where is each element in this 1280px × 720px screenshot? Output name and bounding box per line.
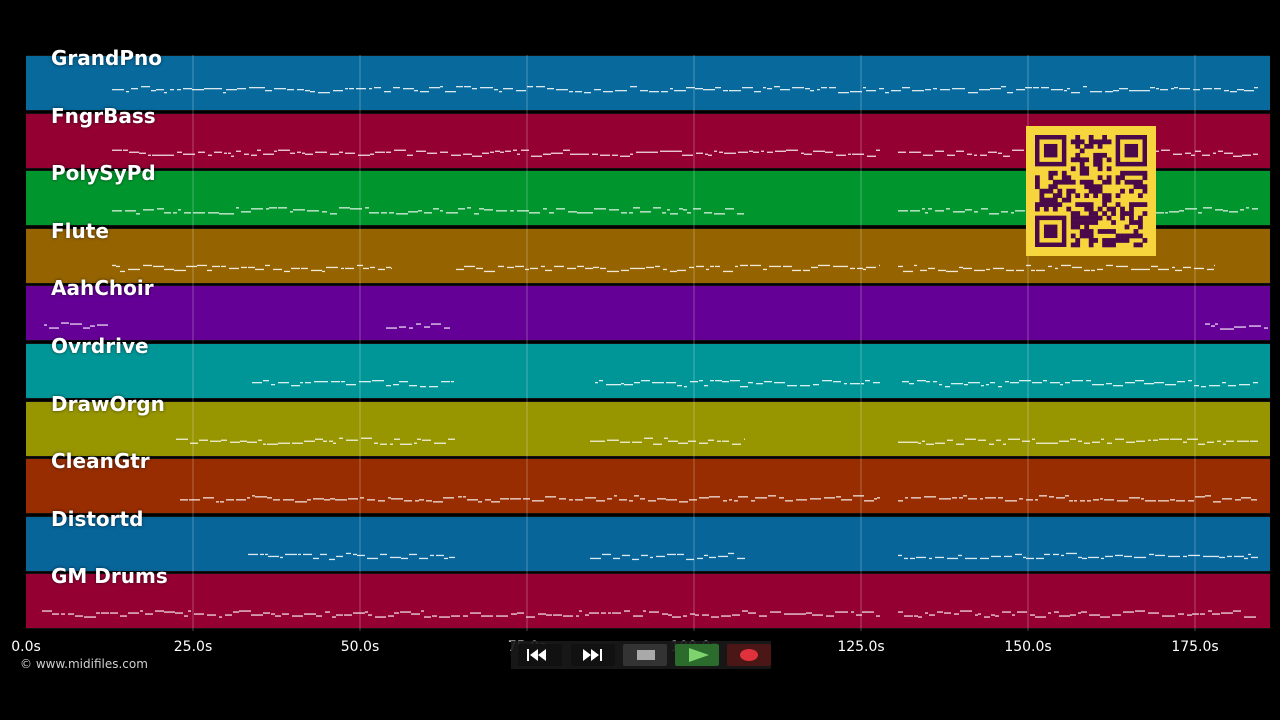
- time-tick-label: 50.0s: [340, 639, 380, 655]
- track-lane: AahChoir: [26, 276, 1270, 342]
- track-name: FngrBass: [51, 103, 156, 128]
- stop-button[interactable]: [623, 644, 667, 666]
- stop-icon: [637, 650, 655, 660]
- track-name: Flute: [51, 218, 109, 243]
- time-tick-label: 175.0s: [1171, 639, 1219, 655]
- copyright-text: © www.midifiles.com: [20, 657, 148, 671]
- fast-forward-icon: [583, 649, 602, 661]
- track-name: CleanGtr: [51, 449, 150, 474]
- track-lanes: GrandPno FngrBass PolySyPd Flute AahChoir Ovr…: [26, 46, 1270, 631]
- track-name: GrandPno: [51, 46, 162, 70]
- track-name: AahChoir: [51, 276, 154, 301]
- qr-code-pattern: [1035, 135, 1148, 248]
- record-button[interactable]: [727, 644, 771, 666]
- play-button[interactable]: [675, 644, 719, 666]
- rewind-button[interactable]: [518, 644, 562, 666]
- track-lane: Distortd: [26, 507, 1270, 572]
- track-lane: GM Drums: [26, 564, 1270, 630]
- time-tick-label: 25.0s: [173, 639, 213, 655]
- track-lane: Flute: [26, 219, 1270, 284]
- fast-forward-button[interactable]: [571, 644, 615, 666]
- track-lane: CleanGtr: [26, 449, 1270, 515]
- track-name: Distortd: [51, 506, 144, 531]
- play-icon: [689, 648, 709, 662]
- time-tick-label: 150.0s: [1004, 639, 1052, 655]
- track-lane: GrandPno: [26, 46, 1270, 111]
- track-name: DrawOrgn: [51, 391, 165, 416]
- time-tick-label: 125.0s: [837, 639, 885, 655]
- record-icon: [740, 649, 758, 661]
- track-name: PolySyPd: [51, 161, 156, 186]
- track-name: GM Drums: [51, 564, 168, 589]
- track-name: Ovrdrive: [51, 334, 149, 358]
- time-tick-label: 0.0s: [11, 639, 41, 655]
- track-lane: Ovrdrive: [26, 334, 1270, 399]
- qr-code: [1026, 126, 1156, 256]
- rewind-icon: [527, 649, 546, 661]
- transport-bar: [511, 641, 771, 669]
- track-lane: DrawOrgn: [26, 392, 1270, 457]
